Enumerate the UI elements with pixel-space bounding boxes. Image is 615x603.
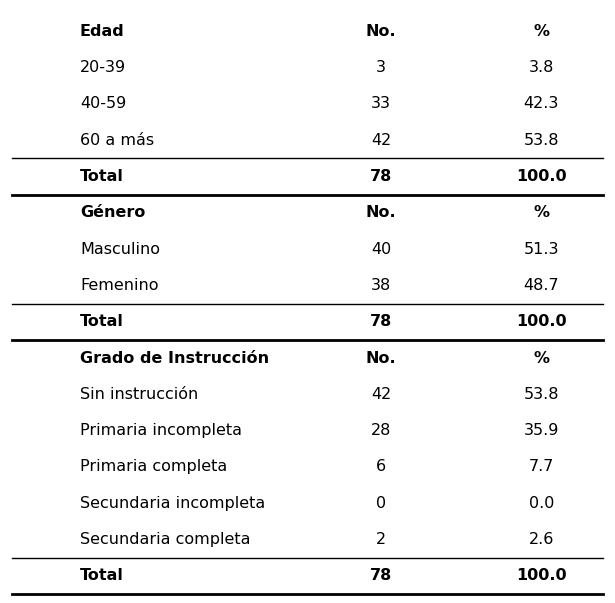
Text: Secundaria incompleta: Secundaria incompleta: [80, 496, 265, 511]
Text: 38: 38: [371, 278, 391, 293]
Text: 6: 6: [376, 459, 386, 475]
Text: 60 a más: 60 a más: [80, 133, 154, 148]
Text: Primaria completa: Primaria completa: [80, 459, 227, 475]
Text: Total: Total: [80, 568, 124, 583]
Text: Edad: Edad: [80, 24, 125, 39]
Text: 100.0: 100.0: [516, 169, 566, 184]
Text: 78: 78: [370, 314, 392, 329]
Text: Sin instrucción: Sin instrucción: [80, 387, 198, 402]
Text: 40: 40: [371, 242, 391, 257]
Text: 53.8: 53.8: [523, 387, 559, 402]
Text: 51.3: 51.3: [523, 242, 559, 257]
Text: 7.7: 7.7: [528, 459, 554, 475]
Text: Total: Total: [80, 314, 124, 329]
Text: 42: 42: [371, 133, 391, 148]
Text: 35.9: 35.9: [523, 423, 559, 438]
Text: 48.7: 48.7: [523, 278, 559, 293]
Text: 78: 78: [370, 568, 392, 583]
Text: 40-59: 40-59: [80, 96, 126, 112]
Text: 28: 28: [371, 423, 392, 438]
Text: Primaria incompleta: Primaria incompleta: [80, 423, 242, 438]
Text: Masculino: Masculino: [80, 242, 160, 257]
Text: 2.6: 2.6: [528, 532, 554, 547]
Text: %: %: [533, 206, 549, 220]
Text: 100.0: 100.0: [516, 314, 566, 329]
Text: 20-39: 20-39: [80, 60, 126, 75]
Text: 0: 0: [376, 496, 386, 511]
Text: 3.8: 3.8: [528, 60, 554, 75]
Text: No.: No.: [366, 24, 397, 39]
Text: 42: 42: [371, 387, 391, 402]
Text: No.: No.: [366, 350, 397, 365]
Text: Secundaria completa: Secundaria completa: [80, 532, 250, 547]
Text: %: %: [533, 350, 549, 365]
Text: 0.0: 0.0: [528, 496, 554, 511]
Text: 2: 2: [376, 532, 386, 547]
Text: 42.3: 42.3: [523, 96, 559, 112]
Text: %: %: [533, 24, 549, 39]
Text: Total: Total: [80, 169, 124, 184]
Text: 33: 33: [371, 96, 391, 112]
Text: No.: No.: [366, 206, 397, 220]
Text: Femenino: Femenino: [80, 278, 159, 293]
Text: 100.0: 100.0: [516, 568, 566, 583]
Text: 3: 3: [376, 60, 386, 75]
Text: Grado de Instrucción: Grado de Instrucción: [80, 350, 269, 365]
Text: 53.8: 53.8: [523, 133, 559, 148]
Text: Género: Género: [80, 206, 145, 220]
Text: 78: 78: [370, 169, 392, 184]
